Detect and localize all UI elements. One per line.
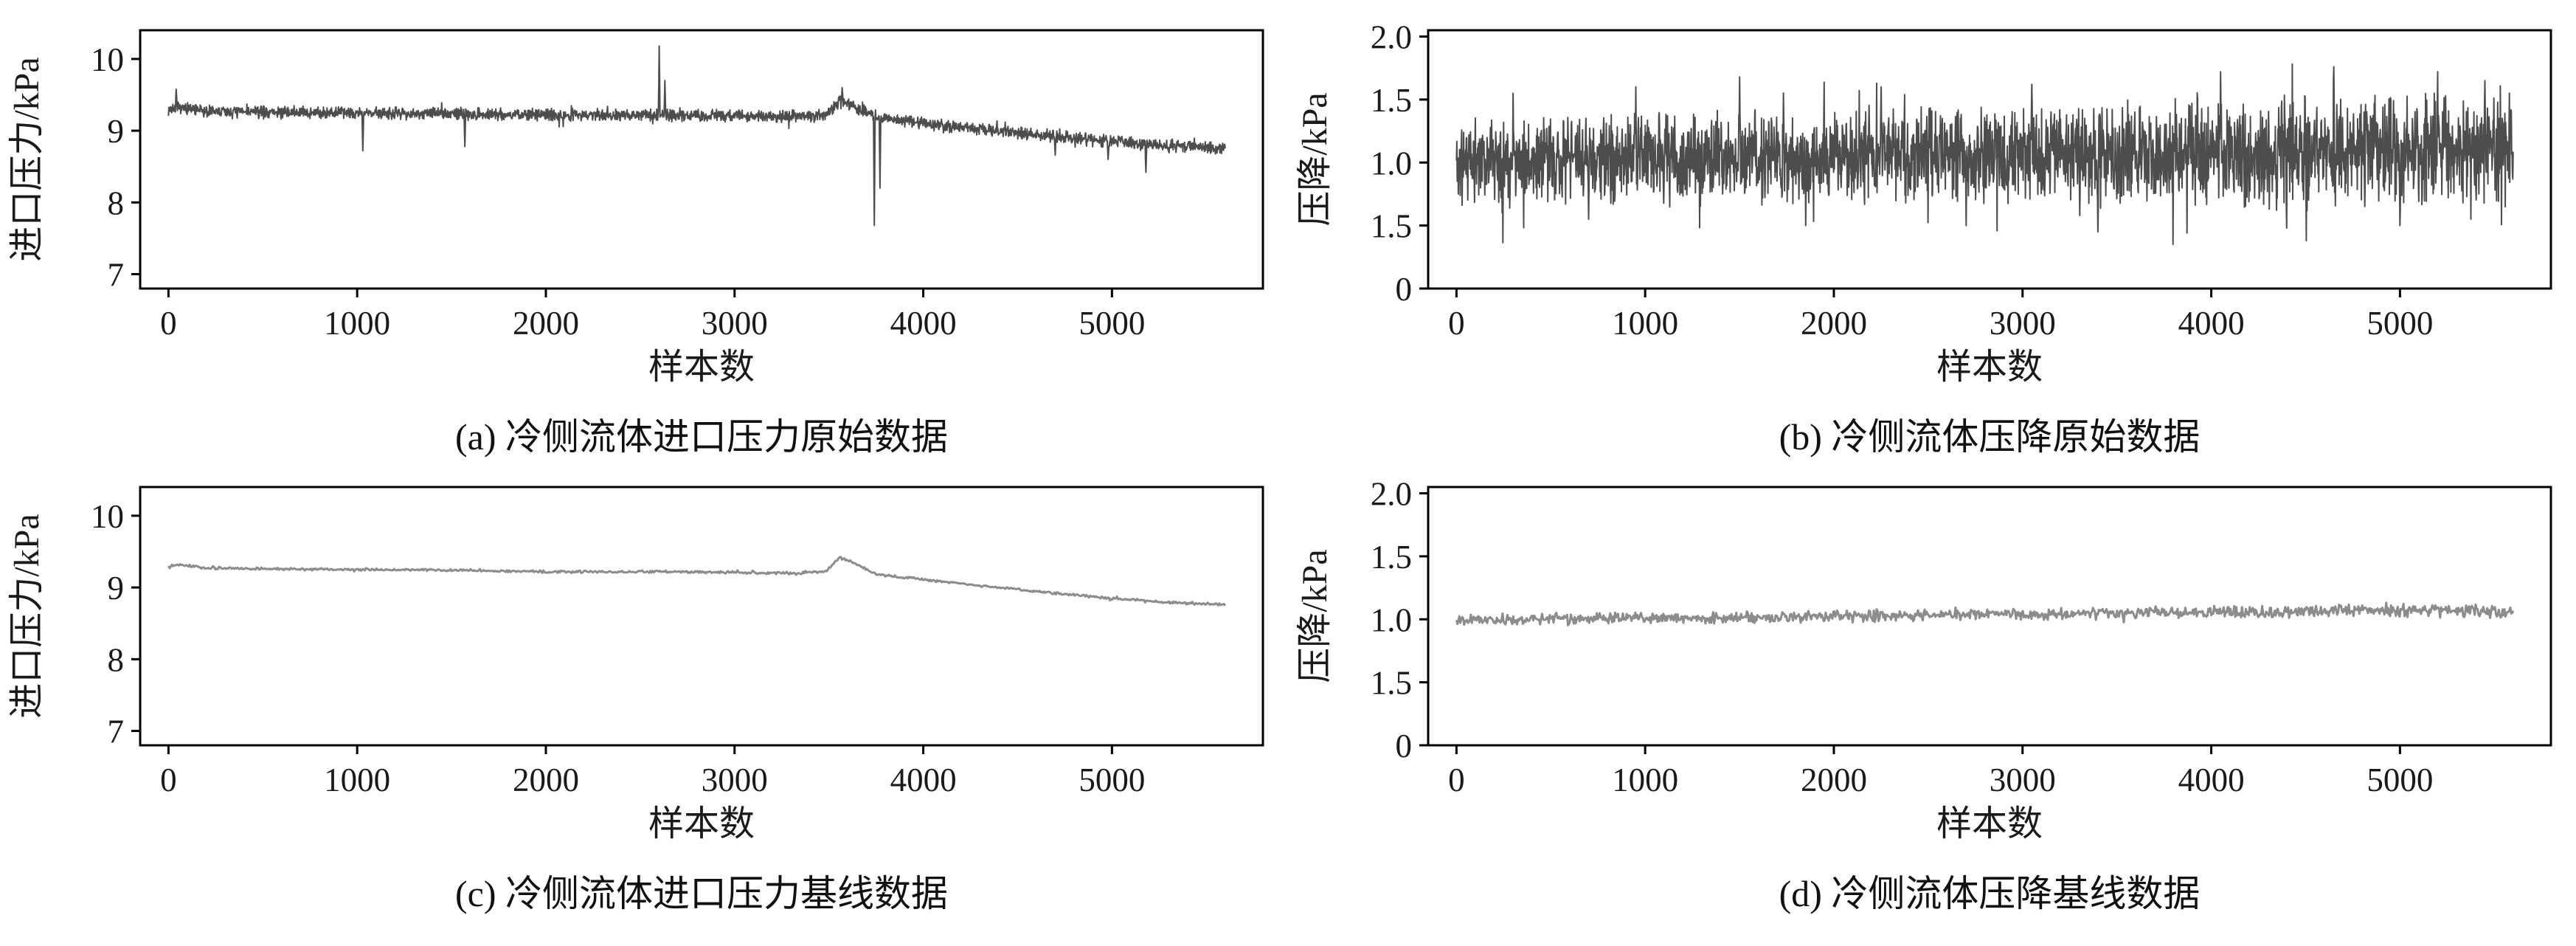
svg-text:样本数: 样本数 xyxy=(1936,804,2043,843)
caption-c: (c) 冷侧流体进口压力基线数据 xyxy=(455,873,948,914)
svg-text:1.0: 1.0 xyxy=(1371,601,1412,638)
chart-a-inlet-pressure-raw: 0 1000 2000 3000 4000 5000 7 8 9 10 样本数 进口压力/kPa xyxy=(7,29,1264,387)
svg-text:1000: 1000 xyxy=(324,305,390,342)
svg-text:样本数: 样本数 xyxy=(648,348,755,387)
svg-text:2000: 2000 xyxy=(513,762,579,798)
svg-text:5000: 5000 xyxy=(1078,305,1145,342)
caption-d: (d) 冷侧流体压降基线数据 xyxy=(1779,873,2201,914)
svg-text:0: 0 xyxy=(1396,271,1413,308)
panel-c: 0 1000 2000 3000 4000 5000 7 8 9 10 样本数 进口压力/kPa (c… xyxy=(0,469,1288,919)
svg-text:2000: 2000 xyxy=(1801,305,1867,342)
series-pressure-drop-raw xyxy=(1455,63,2514,246)
series-pressure-drop-baseline xyxy=(1455,601,2515,626)
chart-d-pressure-drop-baseline: 0 1000 2000 3000 4000 5000 0 1.5 1.0 1.5 2.0 样本数 压降/… xyxy=(1295,476,2552,843)
panel-b: 0 1000 2000 3000 4000 5000 0 1.5 1.0 1.5 2.0 样本数 压降/… xyxy=(1288,12,2576,463)
svg-text:9: 9 xyxy=(108,113,125,150)
svg-text:2.0: 2.0 xyxy=(1371,476,1412,513)
series-inlet-pressure-baseline xyxy=(167,556,1227,607)
panel-d: 0 1000 2000 3000 4000 5000 0 1.5 1.0 1.5 2.0 样本数 压降/… xyxy=(1288,469,2576,919)
svg-text:2000: 2000 xyxy=(1801,762,1867,798)
svg-text:10: 10 xyxy=(91,41,124,78)
chart-c-inlet-pressure-baseline: 0 1000 2000 3000 4000 5000 7 8 9 10 样本数 进口压力/kPa xyxy=(7,486,1264,843)
svg-text:2.0: 2.0 xyxy=(1371,19,1412,56)
svg-text:1.5: 1.5 xyxy=(1371,665,1412,702)
svg-text:8: 8 xyxy=(108,184,125,221)
svg-text:0: 0 xyxy=(1448,305,1465,342)
panel-a: 0 1000 2000 3000 4000 5000 7 8 9 10 样本数 进口压力/kPa (a… xyxy=(0,12,1288,463)
svg-text:0: 0 xyxy=(160,305,177,342)
svg-text:9: 9 xyxy=(108,570,125,607)
svg-text:4000: 4000 xyxy=(2178,762,2245,798)
svg-text:3000: 3000 xyxy=(702,762,768,798)
svg-text:进口压力/kPa: 进口压力/kPa xyxy=(7,514,46,718)
chart-b-pressure-drop-raw: 0 1000 2000 3000 4000 5000 0 1.5 1.0 1.5 2.0 样本数 压降/… xyxy=(1295,19,2552,387)
svg-text:3000: 3000 xyxy=(1990,305,2056,342)
svg-text:3000: 3000 xyxy=(1990,762,2056,798)
svg-text:5000: 5000 xyxy=(2366,305,2433,342)
svg-text:0: 0 xyxy=(1448,762,1465,798)
svg-text:1000: 1000 xyxy=(324,762,390,798)
svg-text:4000: 4000 xyxy=(2178,305,2245,342)
svg-text:2000: 2000 xyxy=(513,305,579,342)
svg-text:7: 7 xyxy=(108,257,125,294)
svg-text:压降/kPa: 压降/kPa xyxy=(1295,92,1334,226)
svg-text:4000: 4000 xyxy=(890,762,957,798)
svg-text:1000: 1000 xyxy=(1612,762,1678,798)
svg-text:压降/kPa: 压降/kPa xyxy=(1295,549,1334,683)
svg-text:3000: 3000 xyxy=(702,305,768,342)
svg-text:1.5: 1.5 xyxy=(1371,82,1412,119)
svg-text:7: 7 xyxy=(108,714,125,750)
svg-text:5000: 5000 xyxy=(1078,762,1145,798)
svg-text:样本数: 样本数 xyxy=(648,804,755,843)
figure-grid: 0 1000 2000 3000 4000 5000 7 8 9 10 样本数 进口压力/kPa (a… xyxy=(0,12,2576,919)
svg-text:1.5: 1.5 xyxy=(1371,208,1412,245)
svg-text:样本数: 样本数 xyxy=(1936,348,2043,387)
series-inlet-pressure-raw xyxy=(167,45,1226,227)
svg-text:1000: 1000 xyxy=(1612,305,1678,342)
svg-text:1.0: 1.0 xyxy=(1371,145,1412,182)
svg-text:进口压力/kPa: 进口压力/kPa xyxy=(7,57,46,261)
caption-a: (a) 冷侧流体进口压力原始数据 xyxy=(455,416,948,458)
svg-text:0: 0 xyxy=(1396,728,1413,764)
svg-text:8: 8 xyxy=(108,641,125,678)
svg-text:4000: 4000 xyxy=(890,305,957,342)
svg-text:1.5: 1.5 xyxy=(1371,539,1412,576)
svg-text:0: 0 xyxy=(160,762,177,798)
caption-b: (b) 冷侧流体压降原始数据 xyxy=(1779,416,2201,458)
svg-text:10: 10 xyxy=(91,498,124,535)
svg-text:5000: 5000 xyxy=(2366,762,2433,798)
